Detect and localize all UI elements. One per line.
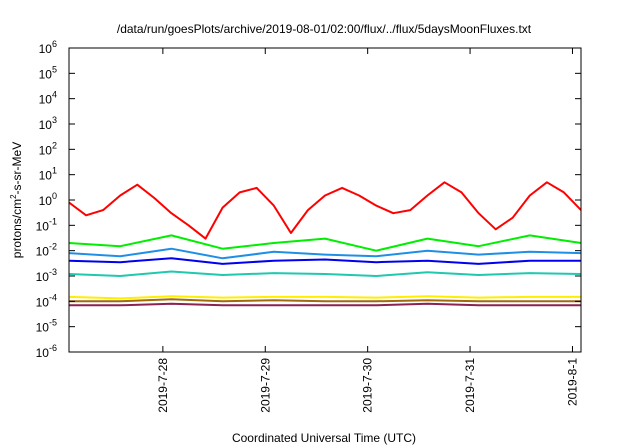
y-tick-label: 102 xyxy=(39,140,57,157)
series-line-7 xyxy=(69,298,581,303)
x-tick-label: 2019-8-1 xyxy=(565,358,579,406)
y-tick-label: 101 xyxy=(39,166,57,183)
plot-frame xyxy=(68,47,582,353)
y-axis: 10-6 10-5 10-4 10-3 10-2 10-1 100 101 102 103 104 1… xyxy=(36,39,581,360)
x-tick-label: 2019-7-28 xyxy=(156,358,170,413)
series-line-3 xyxy=(68,247,582,260)
y-tick-label: 10-6 xyxy=(36,343,57,360)
y-tick-label: 10-2 xyxy=(36,242,57,259)
y-tick-label: 106 xyxy=(39,39,57,56)
series-line-1 xyxy=(68,181,582,240)
x-tick-label: 2019-7-31 xyxy=(463,358,477,413)
series-line-4 xyxy=(68,257,581,265)
series-line-8 xyxy=(69,302,581,307)
y-tick-label: 103 xyxy=(39,115,57,132)
x-axis: 2019-7-28 2019-7-29 2019-7-30 2019-7-31 2019… xyxy=(156,48,579,413)
series-line-6 xyxy=(68,295,581,300)
y-tick-label: 10-3 xyxy=(36,267,57,284)
series-line-5 xyxy=(68,270,582,277)
x-tick-label: 2019-7-29 xyxy=(258,358,272,413)
series-layer xyxy=(68,181,582,307)
y-tick-label: 10-5 xyxy=(36,318,57,335)
x-tick-label: 2019-7-30 xyxy=(361,358,375,413)
y-axis-label-pre: protons/cm xyxy=(10,199,24,258)
chart-title: /data/run/goesPlots/archive/2019-08-01/0… xyxy=(117,22,532,36)
x-axis-label: Coordinated Universal Time (UTC) xyxy=(232,431,416,445)
y-axis-label-post: -s-sr-MeV xyxy=(10,142,24,195)
y-axis-label: protons/cm2-s-sr-MeV xyxy=(9,142,24,258)
y-tick-label: 105 xyxy=(39,64,57,81)
y-tick-label: 104 xyxy=(39,90,57,107)
y-axis-label-sup: 2 xyxy=(9,194,18,199)
y-tick-label: 10-1 xyxy=(36,216,57,233)
series-line-2 xyxy=(68,234,582,252)
y-tick-label: 100 xyxy=(39,191,57,208)
y-tick-label: 10-4 xyxy=(36,292,57,309)
